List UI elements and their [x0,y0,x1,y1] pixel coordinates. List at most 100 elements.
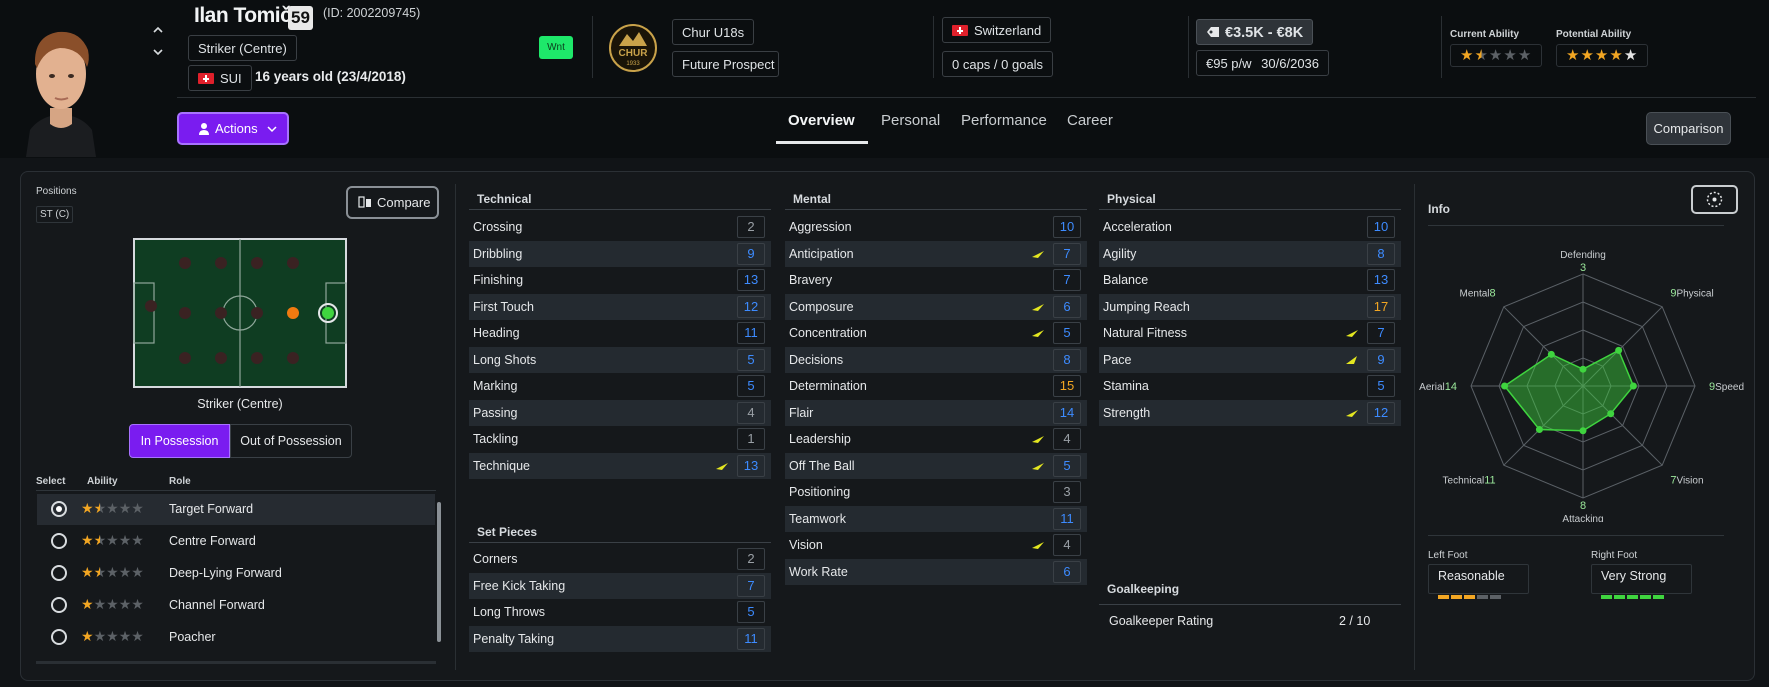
caps-goals: 0 caps / 0 goals [942,51,1054,77]
attribute-row[interactable]: Strength 12 [1099,399,1401,426]
trend-up-icon [1346,330,1358,337]
trend-up-icon [1032,250,1044,258]
tab-career[interactable]: Career [1067,112,1113,129]
attribute-row[interactable]: Decisions 8 [785,346,1087,373]
attribute-row[interactable]: Aggression 10 [785,214,1087,240]
attribute-row[interactable]: Flair 14 [785,399,1087,426]
attribute-row[interactable]: Technique 13 [469,452,771,479]
previous-player-button[interactable] [152,24,164,36]
attribute-row[interactable]: Off The Ball 5 [785,452,1087,479]
compare-button[interactable]: Compare [346,186,439,219]
radar-options-button[interactable] [1691,185,1738,214]
next-player-button[interactable] [152,46,164,58]
current-ability-stars: ★★★★★ [1450,44,1543,67]
radar-label: Defending [1560,250,1606,261]
attribute-row[interactable]: Long Shots 5 [469,346,771,373]
role-row[interactable]: ★★★★★ Centre Forward [37,526,435,557]
attribute-row[interactable]: Crossing 2 [469,214,771,240]
attribute-row[interactable]: Bravery 7 [785,267,1087,293]
attribute-value: 5 [1053,454,1081,477]
role-row[interactable]: ★★★★★ Deep-Lying Forward [37,558,435,589]
role-row[interactable]: ★★★★★ Channel Forward [37,590,435,621]
attribute-row[interactable]: Teamwork 11 [785,505,1087,532]
attribute-row[interactable]: Pace 9 [1099,346,1401,373]
attribute-row[interactable]: Finishing 13 [469,267,771,293]
role-radio[interactable] [51,629,67,645]
star-icon: ★ [106,628,119,644]
star-icon: ★ [106,596,119,612]
current-ability-label: Current Ability [1450,29,1520,40]
attribute-row[interactable]: Passing 4 [469,399,771,426]
right-foot-value: Very Strong [1601,569,1667,583]
attribute-row[interactable]: Natural Fitness 7 [1099,320,1401,346]
radar-axis-label: Vision [1676,475,1703,486]
attribute-row[interactable]: Penalty Taking 11 [469,625,771,652]
star-icon: ★ [118,628,132,644]
player-id: (ID: 2002209745) [323,6,421,20]
foot-bar [1464,595,1475,599]
star-icon: ★ [93,564,107,580]
in-possession-toggle[interactable]: In Possession [129,424,230,458]
star-icon: ★ [81,596,94,612]
goalkeeper-rating-label: Goalkeeper Rating [1109,614,1214,628]
star-icon: ★ [81,500,94,516]
radar-point [1501,382,1509,390]
radar-axis [1582,306,1663,387]
transfer-value-badge: €3.5K - €8K [1196,19,1314,45]
attribute-row[interactable]: Leadership 4 [785,426,1087,452]
attribute-row[interactable]: Corners 2 [469,546,771,572]
goalkeeping-title: Goalkeeping [1107,582,1180,596]
attribute-row[interactable]: Acceleration 10 [1099,214,1401,240]
trend-up-icon [716,462,728,470]
age-text: 16 years old (23/4/2018) [255,69,406,84]
attribute-row[interactable]: Work Rate 6 [785,558,1087,585]
status-badge: Future Prospect [672,51,779,77]
nation-link[interactable]: Switzerland [942,17,1052,43]
left-foot-value: Reasonable [1438,569,1505,583]
attribute-name: Dribbling [473,246,523,261]
attribute-row[interactable]: Long Throws 5 [469,599,771,625]
nationality-badge: SUI [188,65,252,91]
foot-bar [1451,595,1462,599]
attribute-row[interactable]: Composure 6 [785,293,1087,320]
attribute-row[interactable]: Dribbling 9 [469,240,771,267]
attribute-row[interactable]: Agility 8 [1099,240,1401,267]
attribute-row[interactable]: Free Kick Taking 7 [469,572,771,599]
attribute-row[interactable]: Concentration 5 [785,320,1087,346]
role-radio[interactable] [51,501,67,517]
attribute-row[interactable]: Positioning 3 [785,479,1087,505]
out-of-possession-toggle[interactable]: Out of Possession [230,424,352,458]
radar-axis-label: Aerial [1419,382,1445,393]
attribute-name: Long Shots [473,352,537,367]
role-row[interactable]: ★★★★★ Poacher [37,622,435,653]
attribute-row[interactable]: Balance 13 [1099,267,1401,293]
role-radio[interactable] [51,597,67,613]
role-radio[interactable] [51,533,67,549]
attribute-row[interactable]: Heading 11 [469,320,771,346]
attribute-row[interactable]: First Touch 12 [469,293,771,320]
role-name: Target Forward [169,502,254,516]
radar-label: 9Physical [1670,288,1713,300]
attribute-row[interactable]: Determination 15 [785,373,1087,399]
star-icon: ★ [118,532,132,548]
attribute-row[interactable]: Tackling 1 [469,426,771,452]
attribute-value: 5 [737,375,765,397]
attribute-row[interactable]: Jumping Reach 17 [1099,293,1401,320]
tab-performance[interactable]: Performance [961,112,1047,129]
tab-overview[interactable]: Overview [788,112,855,129]
role-radio[interactable] [51,565,67,581]
attribute-row[interactable]: Anticipation 7 [785,240,1087,267]
comparison-button[interactable]: Comparison [1646,112,1731,145]
actions-button[interactable]: Actions [177,112,289,145]
tab-personal[interactable]: Personal [881,112,941,129]
role-list-scrollbar[interactable] [437,502,441,642]
role-row[interactable]: ★★★★★ Target Forward [37,494,435,525]
radar-area [1503,349,1635,432]
wnt-badge[interactable]: Wnt [539,36,573,59]
attribute-row[interactable]: Stamina 5 [1099,373,1401,399]
attribute-radar-chart: Defending39Physical9Speed7VisionAttackin… [1419,250,1744,522]
team-link[interactable]: Chur U18s [672,19,755,45]
attribute-row[interactable]: Marking 5 [469,373,771,399]
radar-value: 3 [1580,262,1586,274]
attribute-row[interactable]: Vision 4 [785,532,1087,558]
